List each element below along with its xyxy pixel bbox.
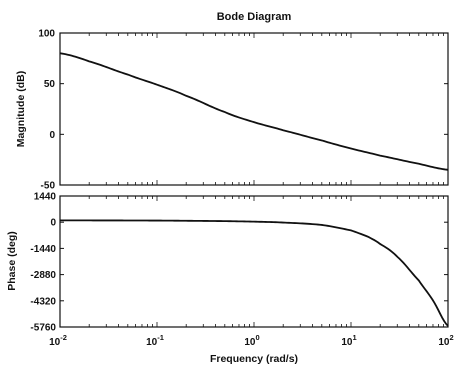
chart-title: Bode Diagram — [217, 11, 292, 23]
phase-y-tick-label: -5760 — [30, 323, 56, 334]
phase-y-tick-label: -4320 — [30, 296, 56, 307]
magnitude-series-line — [59, 52, 449, 171]
x-tick-label: 10-1 — [146, 333, 164, 348]
magnitude-y-tick-label: 50 — [44, 79, 56, 90]
x-tick-label: 10-2 — [49, 333, 67, 348]
magnitude-y-tick-label: 100 — [38, 29, 55, 40]
phase-y-tick-label: 1440 — [34, 192, 57, 203]
x-tick-label: 102 — [438, 333, 453, 348]
magnitude-ylabel: Magnitude (dB) — [15, 71, 27, 147]
phase-axes-frame — [59, 195, 449, 328]
magnitude-y-ticks: 100 50 0 -50 — [38, 29, 448, 192]
magnitude-y-tick-label: -50 — [41, 181, 56, 192]
magnitude-y-tick-label: 0 — [49, 130, 55, 141]
phase-y-tick-label: -1440 — [30, 244, 56, 255]
phase-series-line — [60, 219, 449, 327]
x-tick-label: 101 — [341, 333, 356, 348]
x-ticks: 10-2 10-1 100 101 102 — [49, 33, 454, 348]
phase-y-tick-label: -2880 — [30, 270, 56, 281]
phase-ylabel: Phase (deg) — [6, 231, 18, 291]
x-tick-label: 100 — [244, 333, 259, 348]
x-axis-label: Frequency (rad/s) — [210, 353, 298, 365]
phase-y-tick-label: 0 — [50, 218, 56, 229]
phase-y-ticks: 1440 0 -1440 -2880 -4320 -5760 — [30, 192, 448, 334]
magnitude-axes-frame — [59, 32, 449, 186]
